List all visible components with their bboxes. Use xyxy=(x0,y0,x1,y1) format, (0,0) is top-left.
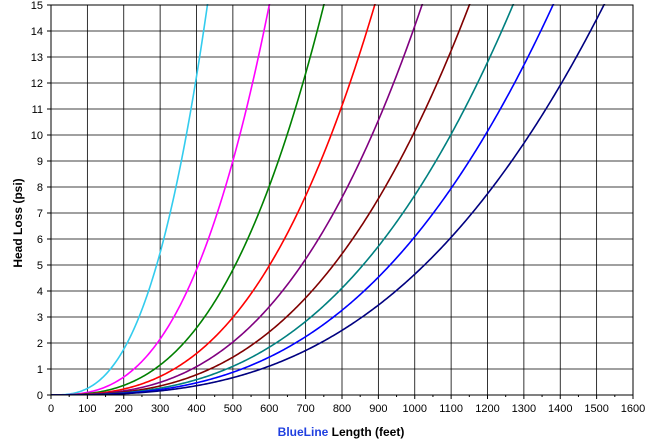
x-tick-label: 400 xyxy=(187,403,205,415)
x-axis-label-rest: Length (feet) xyxy=(328,425,404,439)
y-tick-label: 5 xyxy=(37,260,43,272)
x-tick-label: 1000 xyxy=(403,403,427,415)
x-tick-label: 1500 xyxy=(584,403,608,415)
y-tick-label: 11 xyxy=(32,104,43,116)
x-tick-label: 1300 xyxy=(512,403,536,415)
y-tick-label: 13 xyxy=(31,52,43,64)
y-tick-label: 12 xyxy=(31,78,43,90)
y-tick-label: 2 xyxy=(37,338,43,350)
x-axis-label-brand: BlueLine xyxy=(278,425,329,439)
x-tick-label: 0 xyxy=(48,403,54,415)
y-tick-label: 14 xyxy=(31,26,43,38)
y-tick-label: 7 xyxy=(37,208,43,220)
x-tick-label: 200 xyxy=(115,403,133,415)
y-tick-label: 0 xyxy=(37,390,43,402)
y-tick-label: 15 xyxy=(31,0,43,12)
y-tick-label: 9 xyxy=(37,156,43,168)
y-tick-label: 3 xyxy=(37,312,43,324)
x-tick-label: 700 xyxy=(296,403,314,415)
y-tick-label: 1 xyxy=(37,364,43,376)
x-tick-label: 300 xyxy=(151,403,169,415)
y-tick-label: 10 xyxy=(31,130,43,142)
y-tick-label: 8 xyxy=(37,182,43,194)
x-tick-label: 500 xyxy=(224,403,242,415)
y-tick-label: 6 xyxy=(37,234,43,246)
x-tick-label: 1600 xyxy=(621,403,645,415)
y-axis-label: Head Loss (psi) xyxy=(11,178,25,267)
x-tick-label: 100 xyxy=(78,403,96,415)
y-tick-label: 4 xyxy=(37,286,43,298)
x-tick-label: 900 xyxy=(369,403,387,415)
x-tick-label: 1400 xyxy=(548,403,572,415)
x-tick-label: 1100 xyxy=(439,403,463,415)
x-tick-label: 600 xyxy=(260,403,278,415)
x-tick-label: 1200 xyxy=(475,403,499,415)
x-axis-label: BlueLine Length (feet) xyxy=(278,425,405,439)
x-tick-label: 800 xyxy=(333,403,351,415)
